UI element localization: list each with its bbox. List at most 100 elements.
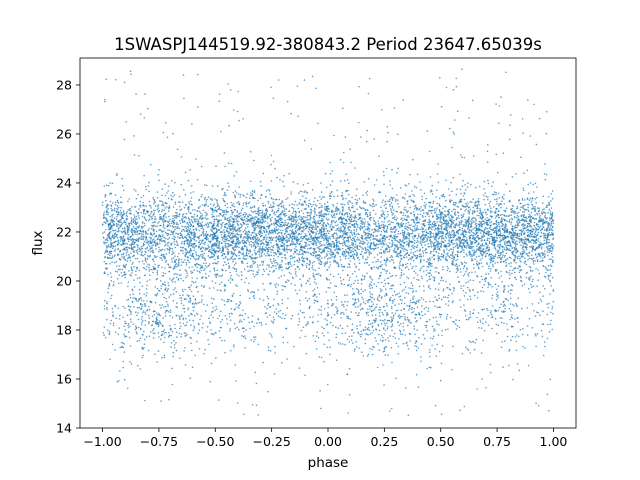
scatter-point <box>374 306 377 309</box>
scatter-point <box>532 191 535 193</box>
scatter-point <box>268 189 271 192</box>
scatter-point <box>316 214 318 217</box>
scatter-point <box>389 299 392 302</box>
scatter-point <box>160 229 163 232</box>
scatter-point <box>481 239 483 241</box>
scatter-point <box>213 269 216 272</box>
scatter-point <box>297 224 300 227</box>
scatter-point <box>313 288 316 291</box>
scatter-point <box>258 227 261 230</box>
scatter-point <box>266 222 269 224</box>
scatter-point <box>192 191 195 193</box>
scatter-point <box>281 299 284 301</box>
scatter-point <box>167 282 169 284</box>
scatter-point <box>147 229 150 232</box>
scatter-point <box>122 316 124 319</box>
scatter-point <box>146 247 148 250</box>
scatter-point <box>166 290 168 293</box>
scatter-point <box>405 342 408 345</box>
scatter-point <box>192 229 195 231</box>
scatter-point <box>328 257 330 259</box>
scatter-point <box>340 242 342 245</box>
scatter-point <box>246 262 249 265</box>
scatter-point <box>498 105 501 107</box>
scatter-point <box>317 337 320 339</box>
scatter-point <box>241 260 243 263</box>
scatter-point <box>208 287 211 290</box>
scatter-point <box>385 195 387 197</box>
scatter-point <box>229 89 232 91</box>
scatter-point <box>368 254 371 256</box>
scatter-point <box>189 200 192 203</box>
scatter-point <box>106 318 108 321</box>
scatter-point <box>300 233 302 235</box>
scatter-point <box>330 195 332 198</box>
scatter-point <box>251 257 254 259</box>
scatter-point <box>548 330 551 333</box>
scatter-point <box>411 212 413 215</box>
scatter-point <box>397 202 399 205</box>
scatter-point <box>283 210 286 213</box>
scatter-point <box>435 228 437 230</box>
scatter-point <box>445 199 447 202</box>
scatter-point <box>331 170 334 172</box>
scatter-point <box>212 306 214 309</box>
scatter-point <box>314 213 316 215</box>
scatter-point <box>418 285 421 288</box>
scatter-point <box>383 230 386 233</box>
scatter-point <box>235 244 237 246</box>
scatter-point <box>275 282 278 285</box>
scatter-point <box>532 217 534 220</box>
scatter-point <box>546 221 548 223</box>
scatter-point <box>148 190 150 193</box>
scatter-point <box>425 301 427 303</box>
scatter-point <box>448 255 451 258</box>
scatter-point <box>439 242 441 244</box>
scatter-point <box>519 229 522 232</box>
scatter-point <box>174 327 176 330</box>
scatter-point <box>413 325 415 327</box>
scatter-point <box>299 225 301 228</box>
scatter-point <box>408 235 411 238</box>
scatter-point <box>161 235 164 238</box>
scatter-point <box>239 242 242 244</box>
scatter-point <box>306 216 308 219</box>
scatter-point <box>459 299 461 301</box>
scatter-point <box>404 286 407 288</box>
scatter-point <box>196 255 198 257</box>
scatter-point <box>214 258 216 261</box>
scatter-point <box>408 237 410 240</box>
scatter-point <box>433 330 435 333</box>
scatter-point <box>128 229 130 231</box>
scatter-point <box>110 257 112 260</box>
scatter-point <box>307 230 310 233</box>
scatter-point <box>441 232 444 235</box>
scatter-point <box>211 280 214 282</box>
scatter-point <box>399 262 401 264</box>
scatter-point <box>262 202 264 205</box>
scatter-point <box>494 236 496 238</box>
scatter-point <box>253 249 256 252</box>
scatter-point <box>204 273 207 275</box>
scatter-point <box>183 220 186 222</box>
scatter-point <box>136 314 138 317</box>
scatter-point <box>325 232 328 235</box>
scatter-point <box>229 271 231 274</box>
scatter-point <box>313 238 315 241</box>
scatter-point <box>487 284 490 286</box>
scatter-point <box>222 221 224 224</box>
scatter-point <box>543 173 546 175</box>
scatter-point <box>218 93 221 95</box>
scatter-point <box>190 272 193 274</box>
scatter-point <box>294 219 297 221</box>
scatter-point <box>281 288 284 291</box>
scatter-point <box>323 262 326 265</box>
scatter-point <box>469 298 472 300</box>
scatter-point <box>446 316 448 318</box>
scatter-point <box>281 259 283 262</box>
scatter-point <box>520 156 522 159</box>
scatter-point <box>480 327 483 329</box>
scatter-point <box>281 266 284 268</box>
scatter-point <box>391 312 394 314</box>
scatter-point <box>531 250 533 252</box>
